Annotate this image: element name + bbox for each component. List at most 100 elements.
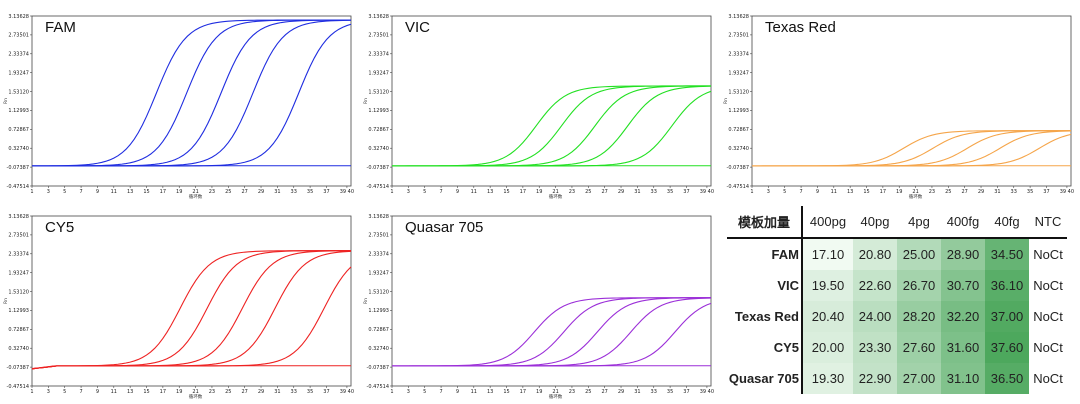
x-tick-label: 15: [503, 189, 509, 195]
ct-value-table: 模板加量 400pg 40pg 4pg 400fg 40fg NTC FAM 1…: [727, 206, 1067, 394]
x-tick-label: 3: [767, 189, 770, 195]
y-axis-title: Rn: [3, 298, 9, 304]
y-tick-label: 1.12993: [728, 108, 749, 114]
amplification-curve-ntc: [31, 365, 351, 370]
x-tick-label: 29: [258, 189, 264, 195]
x-tick-label: 7: [439, 389, 442, 395]
x-tick-label: 31: [994, 189, 1000, 195]
x-axis-title: 循环数: [189, 393, 203, 400]
x-tick-label: 33: [651, 189, 657, 195]
y-tick-label: 2.73501: [8, 233, 29, 239]
y-tick-label: 1.53120: [368, 289, 389, 295]
ct-cell: 37.60: [985, 332, 1029, 363]
x-tick-label: 5: [63, 389, 66, 395]
x-tick-label: 35: [307, 189, 313, 195]
y-tick-label: 1.12993: [8, 108, 29, 114]
y-tick-label: 2.73501: [368, 33, 389, 39]
chart-title: CY5: [45, 219, 74, 236]
y-axis-title: Rn: [363, 98, 369, 104]
ct-cell: NoCt: [1033, 309, 1063, 324]
x-tick-label: 39 40: [340, 189, 354, 195]
x-tick-label: 23: [569, 389, 575, 395]
x-tick-label: 33: [1011, 189, 1017, 195]
x-tick-label: 21: [192, 389, 198, 395]
y-tick-label: -0.07387: [727, 165, 749, 171]
ct-cell: 37.00: [985, 301, 1029, 332]
chart-title: FAM: [45, 19, 76, 36]
x-tick-label: 27: [241, 389, 247, 395]
x-tick-label: 1: [30, 189, 33, 195]
y-tick-label: 2.33374: [368, 252, 389, 258]
y-tick-label: 0.32740: [368, 346, 389, 352]
x-tick-label: 21: [552, 389, 558, 395]
x-axis-title: 循环数: [909, 193, 923, 200]
table-row: Quasar 705 19.30 22.90 27.00 31.10 36.50…: [727, 363, 1067, 394]
col-header: 4pg: [897, 206, 941, 239]
x-tick-label: 3: [407, 389, 410, 395]
y-axis-title: Rn: [723, 98, 729, 104]
ct-cell: 28.90: [941, 238, 985, 270]
table-corner-label: 模板加量: [727, 206, 803, 239]
x-tick-label: 11: [111, 389, 117, 395]
y-tick-label: 0.32740: [368, 146, 389, 152]
y-tick-label: 3.13628: [368, 14, 389, 20]
ct-cell: NoCt: [1033, 371, 1063, 386]
y-tick-label: -0.47514: [7, 184, 29, 190]
ct-cell: 36.50: [985, 363, 1029, 394]
y-tick-label: 2.73501: [8, 33, 29, 39]
y-tick-label: 1.12993: [8, 308, 29, 314]
y-tick-label: 2.33374: [728, 52, 749, 58]
x-tick-label: 27: [961, 189, 967, 195]
y-tick-label: 2.33374: [8, 52, 29, 58]
x-tick-label: 25: [225, 389, 231, 395]
ct-cell: 20.80: [853, 238, 897, 270]
y-tick-label: 0.72867: [8, 327, 29, 333]
x-tick-label: 3: [47, 389, 50, 395]
col-header: 40pg: [853, 206, 897, 239]
x-tick-label: 11: [471, 389, 477, 395]
x-tick-label: 15: [143, 389, 149, 395]
x-tick-label: 33: [651, 389, 657, 395]
y-tick-label: -0.07387: [367, 365, 389, 371]
ct-cell: 22.90: [853, 363, 897, 394]
x-tick-label: 13: [127, 189, 133, 195]
y-tick-label: 1.53120: [8, 89, 29, 95]
y-tick-label: 1.53120: [368, 89, 389, 95]
ct-cell: 24.00: [853, 301, 897, 332]
y-tick-label: 2.33374: [8, 252, 29, 258]
y-tick-label: 1.93247: [8, 270, 29, 276]
x-tick-label: 23: [569, 189, 575, 195]
ct-cell: 25.00: [897, 238, 941, 270]
ct-cell: 32.20: [941, 301, 985, 332]
chart-title: Quasar 705: [405, 219, 483, 236]
y-tick-label: 0.32740: [728, 146, 749, 152]
y-axis-title: Rn: [363, 298, 369, 304]
col-header: 400pg: [802, 206, 853, 239]
x-tick-label: 37: [323, 389, 329, 395]
x-tick-label: 31: [274, 389, 280, 395]
x-tick-label: 31: [634, 389, 640, 395]
table-row: Texas Red 20.40 24.00 28.20 32.20 37.00 …: [727, 301, 1067, 332]
y-tick-label: 2.73501: [368, 233, 389, 239]
x-tick-label: 25: [945, 189, 951, 195]
plot-frame: [31, 215, 352, 387]
x-tick-label: 15: [503, 389, 509, 395]
x-tick-label: 13: [487, 189, 493, 195]
chart-quasar-705-svg: 3.13628 2.73501 2.33374 1.93247 1.53120 1.129…: [363, 214, 714, 400]
col-header: 400fg: [941, 206, 985, 239]
x-tick-label: 27: [241, 189, 247, 195]
x-tick-label: 39 40: [340, 389, 354, 395]
x-tick-label: 31: [634, 189, 640, 195]
x-tick-label: 25: [585, 189, 591, 195]
x-tick-label: 17: [520, 189, 526, 195]
x-axis-title: 循环数: [549, 393, 563, 400]
chart-vic-svg: 3.13628 2.73501 2.33374 1.93247 1.53120 1.129…: [363, 14, 714, 200]
x-tick-label: 37: [1043, 189, 1049, 195]
x-tick-label: 11: [471, 189, 477, 195]
x-tick-label: 27: [601, 189, 607, 195]
y-tick-label: 2.73501: [728, 33, 749, 39]
x-tick-label: 5: [423, 189, 426, 195]
x-tick-label: 39 40: [700, 189, 714, 195]
x-tick-label: 5: [783, 189, 786, 195]
x-tick-label: 35: [307, 389, 313, 395]
